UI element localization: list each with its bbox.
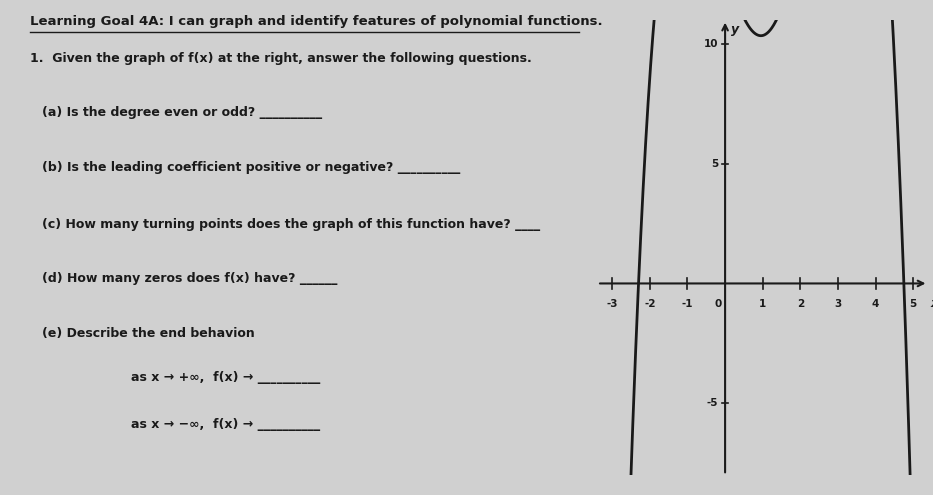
Text: 1: 1 [759,299,766,309]
Text: as x → −∞,  f(x) → __________: as x → −∞, f(x) → __________ [132,418,321,431]
Text: -2: -2 [644,299,656,309]
Text: as x → +∞,  f(x) → __________: as x → +∞, f(x) → __________ [132,371,321,384]
Text: -1: -1 [682,299,693,309]
Text: 1.  Given the graph of f(x) at the right, answer the following questions.: 1. Given the graph of f(x) at the right,… [30,52,532,65]
Text: -3: -3 [606,299,618,309]
Text: Learning Goal 4A: I can graph and identify features of polynomial functions.: Learning Goal 4A: I can graph and identi… [30,15,603,28]
Text: (a) Is the degree even or odd? __________: (a) Is the degree even or odd? _________… [42,106,322,119]
Text: 5: 5 [910,299,917,309]
Text: (d) How many zeros does f(x) have? ______: (d) How many zeros does f(x) have? _____… [42,272,337,285]
Text: 0: 0 [715,299,722,309]
Text: (b) Is the leading coefficient positive or negative? __________: (b) Is the leading coefficient positive … [42,161,460,174]
Text: 4: 4 [872,299,879,309]
Text: -5: -5 [707,398,718,408]
Text: x: x [930,297,933,310]
Text: (c) How many turning points does the graph of this function have? ____: (c) How many turning points does the gra… [42,218,540,231]
Text: (e) Describe the end behavion: (e) Describe the end behavion [42,327,255,340]
Text: 10: 10 [703,39,718,49]
Text: 5: 5 [711,158,718,169]
Text: 3: 3 [834,299,842,309]
Text: y: y [731,23,739,37]
Text: 2: 2 [797,299,804,309]
